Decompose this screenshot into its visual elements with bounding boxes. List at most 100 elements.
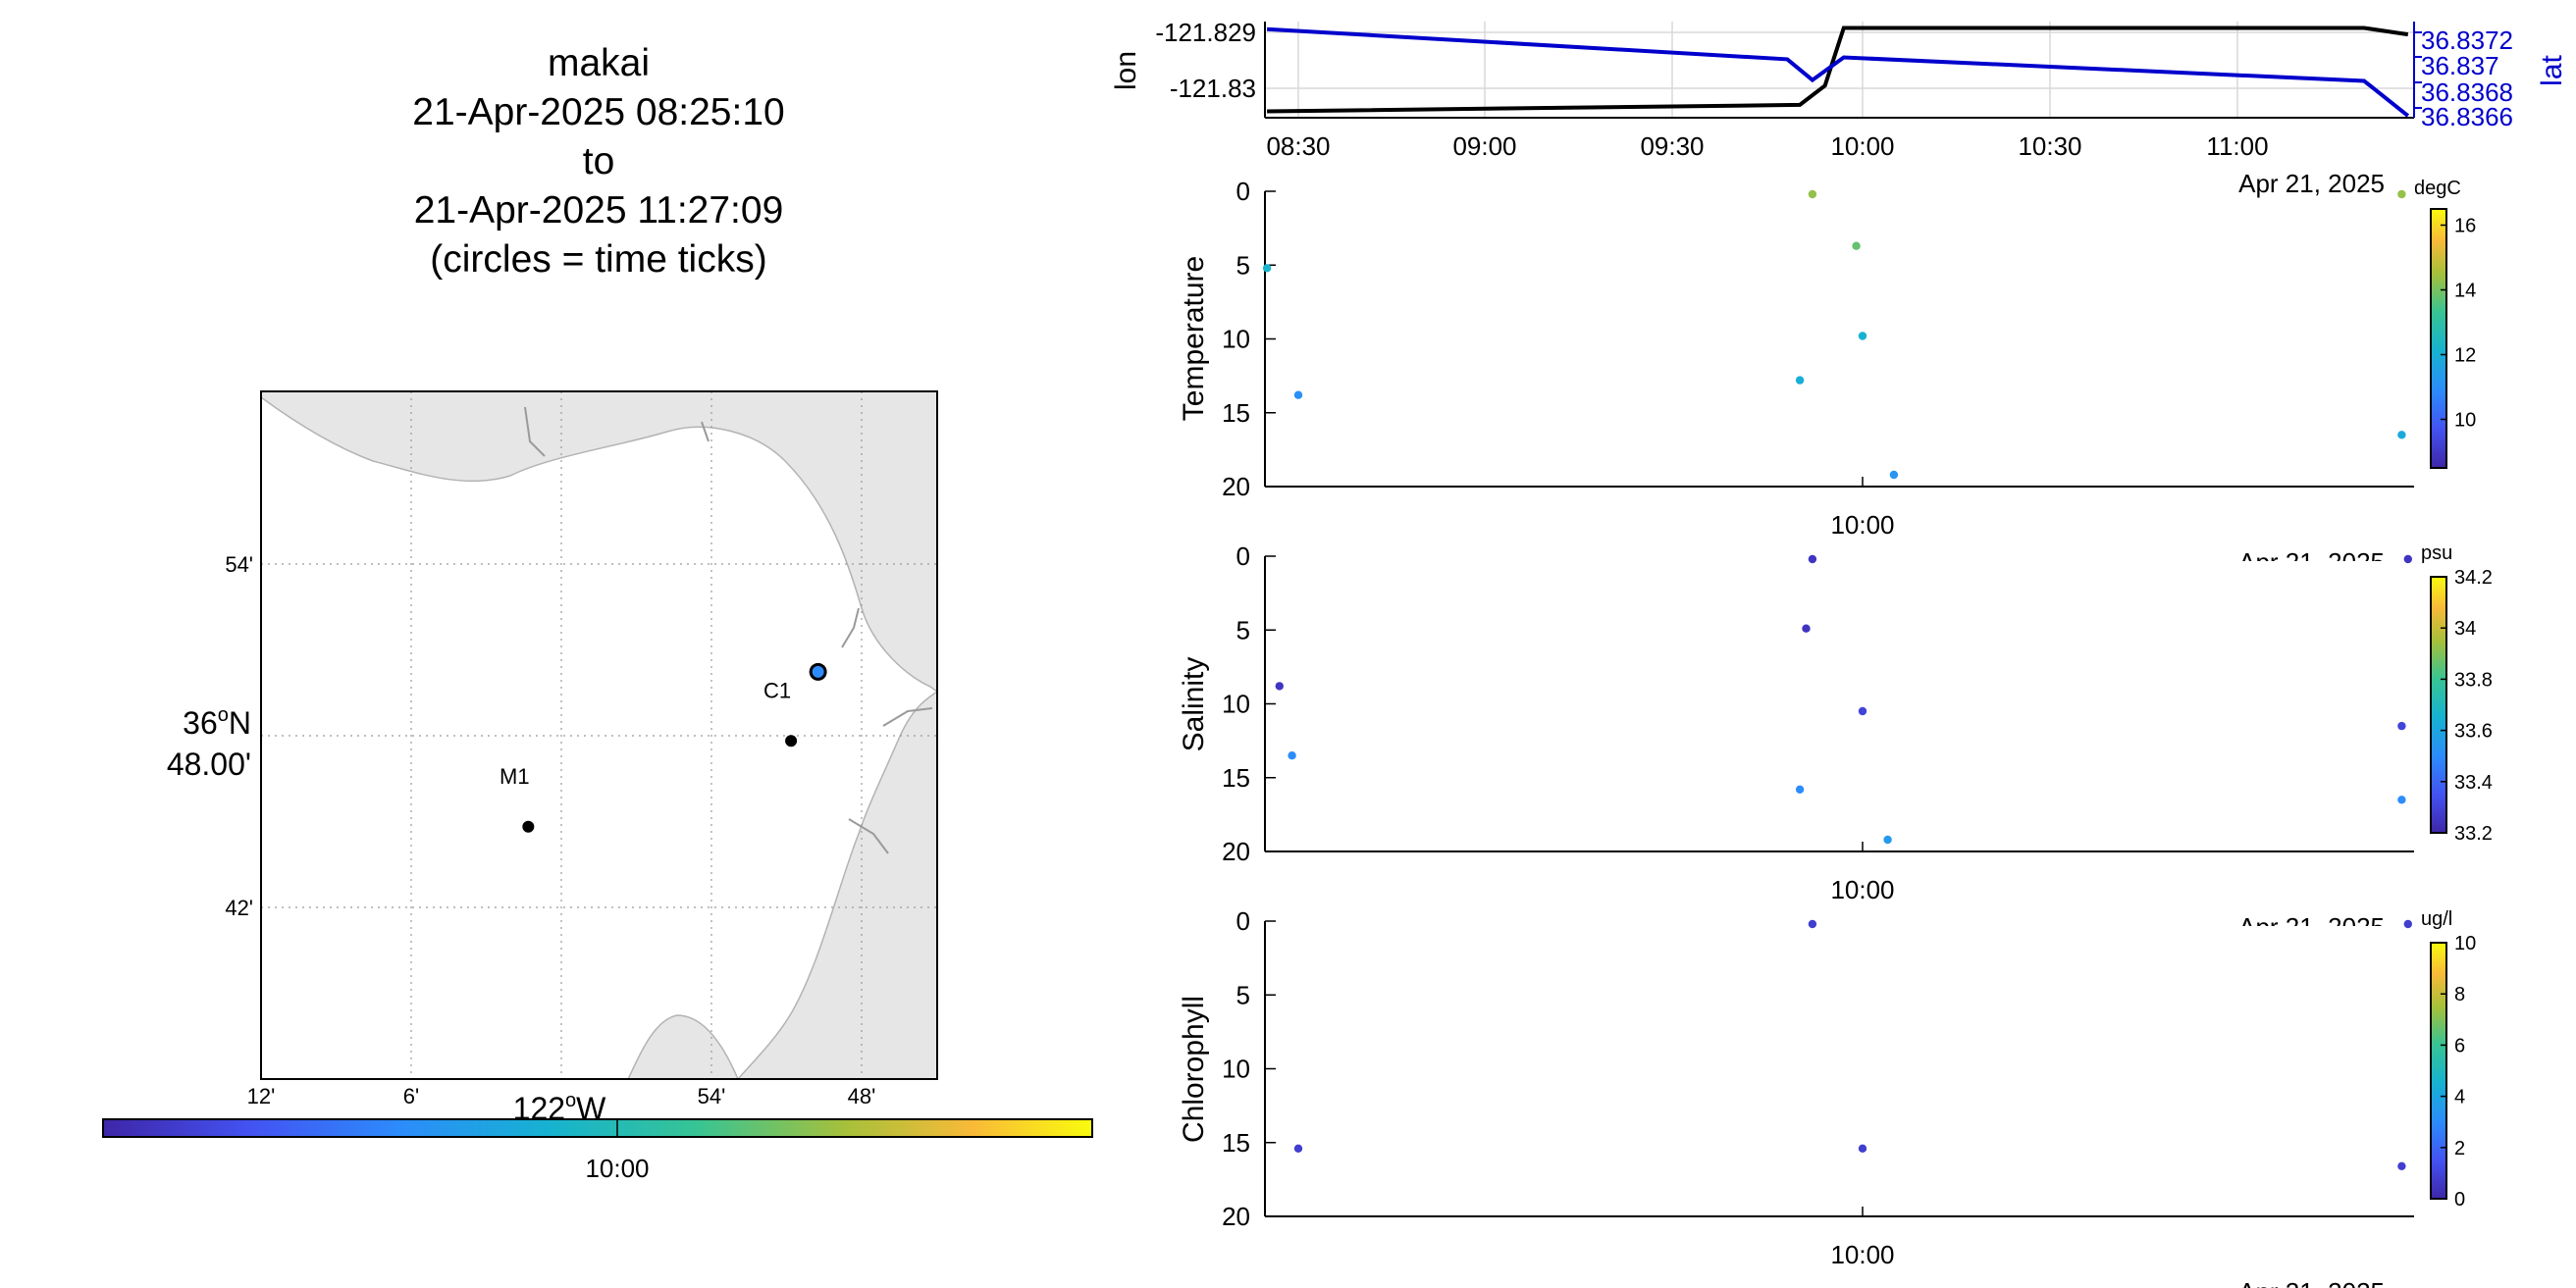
chlorophyll-data-point-4: [2397, 1161, 2406, 1171]
river-1: [841, 607, 860, 648]
temperature-colorbar-tick-0: 16: [2454, 216, 2476, 237]
temperature-data-point-1: [1293, 390, 1303, 399]
temperature-y-tick-20: 20: [1222, 472, 1250, 501]
nav-line-lat: [1266, 26, 2410, 118]
temperature-data-point-3: [1795, 376, 1805, 385]
salinity-data-point-6: [1883, 835, 1892, 845]
salinity-units: psu: [2421, 542, 2452, 564]
salinity-colorbar-tick-3: 33.6: [2454, 721, 2493, 743]
salinity-colorbar-tick-2: 33.8: [2454, 669, 2493, 691]
salinity-colorbar: [2430, 576, 2447, 834]
nav-right-tick-0: 36.8372: [2421, 26, 2513, 55]
chlorophyll-y-tick-10: 10: [1222, 1055, 1250, 1084]
map-glider: [809, 662, 827, 681]
temperature-data-point-7: [2397, 189, 2406, 199]
title-line-to: to: [582, 140, 615, 182]
temperature-y-tick-5: 5: [1236, 250, 1250, 280]
salinity-date-label-clip: Apr 21, 2025: [2238, 912, 2385, 926]
nav-left-tick-0: -121.829: [1155, 18, 1256, 47]
glider-position-marker[interactable]: [812, 665, 824, 678]
chlorophyll-colorbar-tick-0: 10: [2454, 933, 2476, 954]
nav-right-tick-2: 36.8368: [2421, 77, 2513, 107]
nav-right-tick-3: 36.8366: [2421, 102, 2513, 131]
chlorophyll-colorbar-tick-1: 8: [2454, 984, 2465, 1005]
salinity-y-tick-20: 20: [1222, 837, 1250, 866]
title-line-note: (circles = time ticks): [430, 238, 767, 281]
temperature-x-tick: 10:00: [1830, 510, 1894, 540]
chlorophyll-data-point-2: [1858, 1144, 1867, 1154]
title-line-platform: makai: [547, 42, 651, 84]
nav-left-tick-1: -121.83: [1170, 74, 1256, 103]
temperature-data-point-8: [2397, 431, 2406, 439]
chlorophyll-y-tick-0: 0: [1236, 906, 1250, 936]
salinity-data-point-9: [2397, 796, 2406, 804]
chlorophyll-ylabel: Chlorophyll: [1178, 996, 1210, 1143]
chlorophyll-data-point-3: [2403, 919, 2412, 929]
time-colorbar-gradient: [102, 1118, 1093, 1138]
salinity-colorbar-tick-5: 33.2: [2454, 823, 2493, 845]
station-marker-c1[interactable]: [785, 735, 798, 747]
salinity-data-point-8: [2397, 721, 2406, 731]
salinity-colorbar-tick-1: 34: [2454, 618, 2476, 640]
chlorophyll-colorbar-tick-3: 4: [2454, 1087, 2465, 1108]
nav-x-tick-0900: 09:00: [1452, 131, 1516, 161]
time-colorbar[interactable]: 10:00: [102, 1118, 1093, 1183]
salinity-panel: Salinity 10:00 Apr 21, 2025 psu 0 5 10 15 20…: [1178, 541, 2493, 926]
temperature-colorbar-tick-3: 10: [2454, 410, 2476, 432]
salinity-data-point-3: [1802, 624, 1811, 633]
temperature-y-tick-10: 10: [1222, 325, 1250, 354]
nav-x-tick-0830: 08:30: [1266, 131, 1330, 161]
temperature-date-label: Apr 21, 2025: [2238, 547, 2385, 577]
land-mass: [260, 390, 939, 1080]
nav-x-tick-1030: 10:30: [2018, 131, 2081, 161]
map-panel: 54' 42' 12' 6' 54' 48' 36oN 48.00' 122oW…: [167, 390, 939, 1126]
station-marker-m1[interactable]: [522, 820, 535, 833]
salinity-data-point-7: [2403, 554, 2412, 564]
chlorophyll-x-tick: 10:00: [1830, 1240, 1894, 1269]
coast-inner: [626, 1014, 740, 1080]
nav-series: [1266, 26, 2410, 118]
salinity-y-tick-15: 15: [1222, 763, 1250, 793]
map-lon-tick-54: 54': [698, 1084, 726, 1108]
chlorophyll-date-label: Apr 21, 2025: [2238, 1277, 2385, 1288]
title-line-end: 21-Apr-2025 11:27:09: [413, 189, 784, 232]
salinity-colorbar-tick-0: 34.2: [2454, 567, 2493, 589]
chlorophyll-data-point-0: [1293, 1144, 1303, 1154]
nav-right-tick-1: 36.837: [2421, 51, 2499, 80]
chlorophyll-colorbar-tick-2: 6: [2454, 1035, 2465, 1056]
chlorophyll-colorbar-tick-5: 0: [2454, 1189, 2465, 1211]
chlorophyll-colorbar: [2430, 942, 2447, 1200]
map-lat-label-min: 48.00': [167, 747, 251, 782]
temperature-units: degC: [2414, 178, 2461, 199]
salinity-data-point-1: [1288, 751, 1296, 760]
temperature-colorbar-tick-1: 14: [2454, 281, 2476, 302]
time-colorbar-tick-label: 10:00: [585, 1154, 649, 1183]
title-line-start: 21-Apr-2025 08:25:10: [412, 91, 785, 133]
chlorophyll-data-point-1: [1808, 919, 1817, 929]
salinity-data-point-4: [1795, 785, 1805, 794]
salinity-data-point-2: [1808, 554, 1817, 564]
salinity-y-tick-10: 10: [1222, 690, 1250, 719]
temperature-date-label-clip: Apr 21, 2025: [2238, 547, 2385, 577]
map-lon-tick-12: 12': [247, 1084, 276, 1108]
temperature-panel: Temperature 10:00 Apr 21, 2025 degC 0 5 10…: [1178, 177, 2476, 577]
map-stations: M1 C1: [499, 678, 798, 833]
salinity-colorbar-tick-4: 33.4: [2454, 772, 2493, 794]
map-frame: [260, 390, 938, 1080]
station-label-m1: M1: [499, 764, 530, 789]
chlorophyll-panel: Chlorophyll 10:00 Apr 21, 2025 ug/l 0 5 10…: [1178, 906, 2476, 1288]
nav-line-lon: [1267, 26, 2409, 114]
chlorophyll-date-label-clip: Apr 21, 2025: [2238, 1277, 2385, 1288]
temperature-data-point-6: [1889, 470, 1899, 480]
temperature-data-point-0: [1262, 264, 1272, 273]
temperature-y-tick-0: 0: [1236, 177, 1250, 206]
nav-date-label: Apr 21, 2025: [2238, 169, 2385, 198]
salinity-data-point-0: [1275, 682, 1285, 691]
nav-ylabel-right: lat: [2536, 54, 2568, 85]
nav-x-tick-1100: 11:00: [2206, 131, 2268, 161]
map-lon-tick-6: 6': [403, 1084, 419, 1108]
map-lon-tick-48: 48': [848, 1084, 876, 1108]
temperature-colorbar-tick-2: 12: [2454, 345, 2476, 367]
map-lat-label: 36oN: [183, 704, 251, 741]
